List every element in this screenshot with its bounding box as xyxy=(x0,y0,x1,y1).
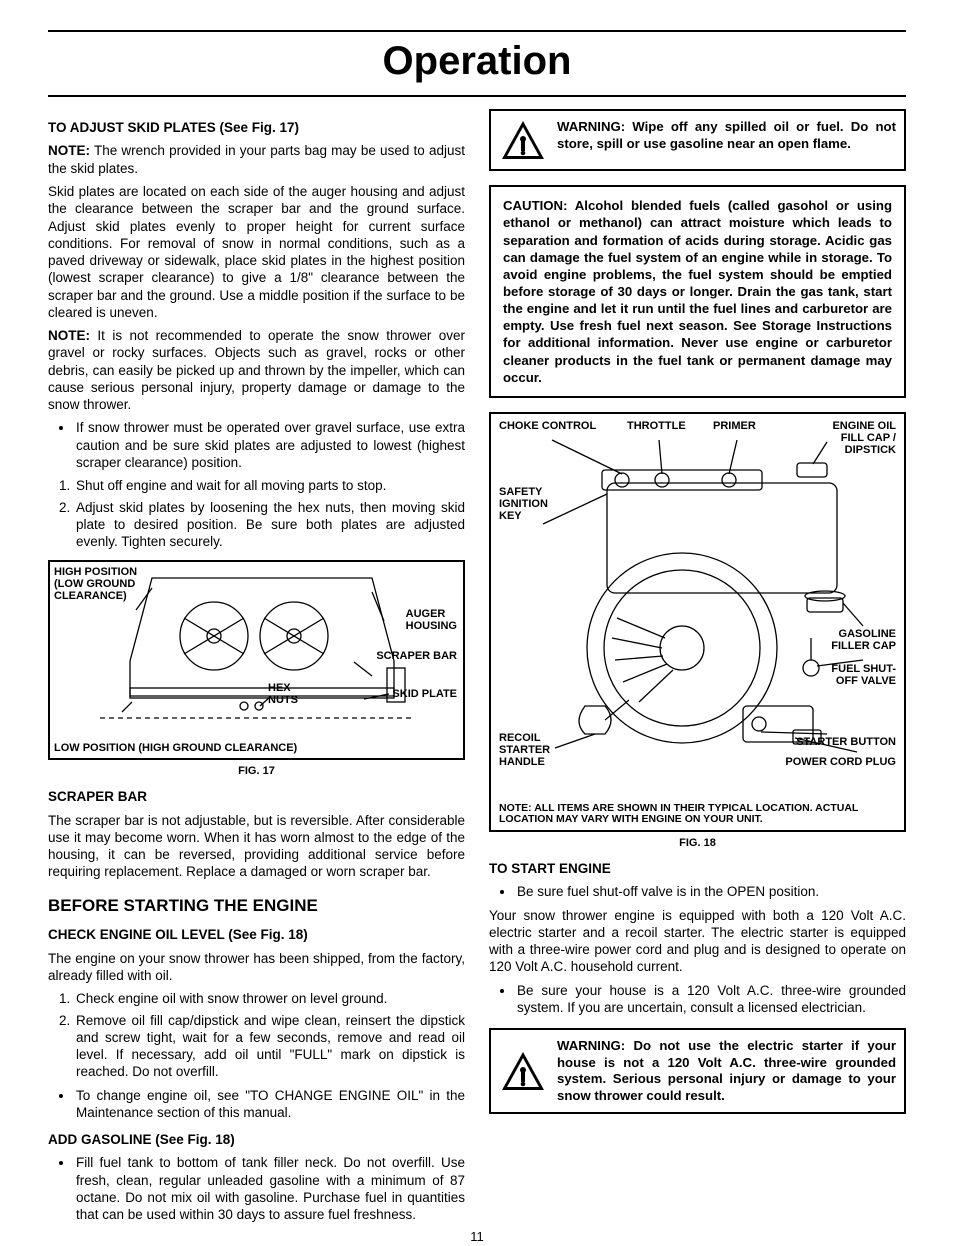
page-title: Operation xyxy=(48,30,906,97)
start-bullets-1: Be sure fuel shut-off valve is in the OP… xyxy=(489,883,906,900)
figure-17: HIGH POSITION (LOW GROUND CLEARANCE) xyxy=(48,560,465,760)
skid-bullet-1: If snow thrower must be operated over gr… xyxy=(74,419,465,471)
fig18-shut: FUEL SHUT- OFF VALVE xyxy=(831,663,896,687)
fig17-scraper: SCRAPER BAR xyxy=(376,650,457,662)
fig18-caption: FIG. 18 xyxy=(489,836,906,850)
scraper-para: The scraper bar is not adjustable, but i… xyxy=(48,812,465,881)
start-bullets-2: Be sure your house is a 120 Volt A.C. th… xyxy=(489,982,906,1017)
caution-body: Alcohol blended fuels (called gasohol or… xyxy=(503,198,892,385)
oil-bullet: To change engine oil, see "TO CHANGE ENG… xyxy=(48,1087,465,1122)
warn1-label: WARNING: xyxy=(557,119,625,134)
caution-text: CAUTION: Alcohol blended fuels (called g… xyxy=(503,197,892,386)
fig18-throttle: THROTTLE xyxy=(627,420,686,432)
fig18-primer: PRIMER xyxy=(713,420,756,432)
warning-icon xyxy=(499,119,547,161)
fig17-caption: FIG. 17 xyxy=(48,764,465,778)
note1: NOTE: The wrench provided in your parts … xyxy=(48,142,465,177)
warning-icon xyxy=(499,1038,547,1104)
fig17-skid: SKID PLATE xyxy=(392,688,457,700)
check-oil-head: CHECK ENGINE OIL LEVEL (See Fig. 18) xyxy=(48,926,465,943)
page-number: 11 xyxy=(48,1229,906,1246)
fig18-starter: STARTER BUTTON xyxy=(796,736,896,748)
caution-label: CAUTION: xyxy=(503,198,567,213)
note2-text: It is not recommended to operate the sno… xyxy=(48,328,465,412)
warn2-label: WARNING: xyxy=(557,1038,625,1053)
start-head: TO START ENGINE xyxy=(489,860,906,877)
skid-bullets: If snow thrower must be operated over gr… xyxy=(48,419,465,471)
scraper-head: SCRAPER BAR xyxy=(48,788,465,805)
oil-bullet-1: To change engine oil, see "TO CHANGE ENG… xyxy=(74,1087,465,1122)
add-gas-head: ADD GASOLINE (See Fig. 18) xyxy=(48,1131,465,1148)
fig17-low: LOW POSITION (HIGH GROUND CLEARANCE) xyxy=(54,742,297,754)
fig18-recoil: RECOIL STARTER HANDLE xyxy=(499,732,550,768)
fig17-drawing xyxy=(54,566,434,731)
two-column-layout: TO ADJUST SKID PLATES (See Fig. 17) NOTE… xyxy=(48,109,906,1229)
skid-step-2: Adjust skid plates by loosening the hex … xyxy=(74,499,465,551)
fig18-plug: POWER CORD PLUG xyxy=(785,756,896,768)
caution-box: CAUTION: Alcohol blended fuels (called g… xyxy=(489,185,906,398)
fig17-auger: AUGER HOUSING xyxy=(406,608,457,632)
figure-18: CHOKE CONTROL THROTTLE PRIMER ENGINE OIL… xyxy=(489,412,906,832)
check-oil-para: The engine on your snow thrower has been… xyxy=(48,950,465,985)
add-gas-bullet-1: Fill fuel tank to bottom of tank filler … xyxy=(74,1154,465,1223)
note2-label: NOTE: xyxy=(48,328,90,343)
oil-steps: Check engine oil with snow thrower on le… xyxy=(48,990,465,1080)
skid-steps: Shut off engine and wait for all moving … xyxy=(48,477,465,550)
right-column: WARNING: Wipe off any spilled oil or fue… xyxy=(489,109,906,1229)
note1-text: The wrench provided in your parts bag ma… xyxy=(48,143,465,175)
left-column: TO ADJUST SKID PLATES (See Fig. 17) NOTE… xyxy=(48,109,465,1229)
add-gas-bullets: Fill fuel tank to bottom of tank filler … xyxy=(48,1154,465,1223)
start-bullet-2: Be sure your house is a 120 Volt A.C. th… xyxy=(515,982,906,1017)
fig17-hex: HEX NUTS xyxy=(268,682,298,706)
oil-step-1: Check engine oil with snow thrower on le… xyxy=(74,990,465,1007)
start-para: Your snow thrower engine is equipped wit… xyxy=(489,907,906,976)
fig18-drawing xyxy=(497,438,887,778)
warning-box-1: WARNING: Wipe off any spilled oil or fue… xyxy=(489,109,906,171)
warning-2-text: WARNING: Do not use the electric starter… xyxy=(557,1038,896,1104)
skid-para: Skid plates are located on each side of … xyxy=(48,183,465,321)
note2: NOTE: It is not recommended to operate t… xyxy=(48,327,465,413)
start-bullet-1: Be sure fuel shut-off valve is in the OP… xyxy=(515,883,906,900)
note1-label: NOTE: xyxy=(48,143,90,158)
fig18-note: NOTE: ALL ITEMS ARE SHOWN IN THEIR TYPIC… xyxy=(499,803,896,826)
warning-box-2: WARNING: Do not use the electric starter… xyxy=(489,1028,906,1114)
warning-1-text: WARNING: Wipe off any spilled oil or fue… xyxy=(557,119,896,161)
before-starting-head: BEFORE STARTING THE ENGINE xyxy=(48,895,465,917)
adjust-skid-head: TO ADJUST SKID PLATES (See Fig. 17) xyxy=(48,119,465,136)
fig18-choke: CHOKE CONTROL xyxy=(499,420,596,432)
fig18-gas: GASOLINE FILLER CAP xyxy=(831,628,896,652)
skid-step-1: Shut off engine and wait for all moving … xyxy=(74,477,465,494)
oil-step-2: Remove oil fill cap/dipstick and wipe cl… xyxy=(74,1012,465,1081)
